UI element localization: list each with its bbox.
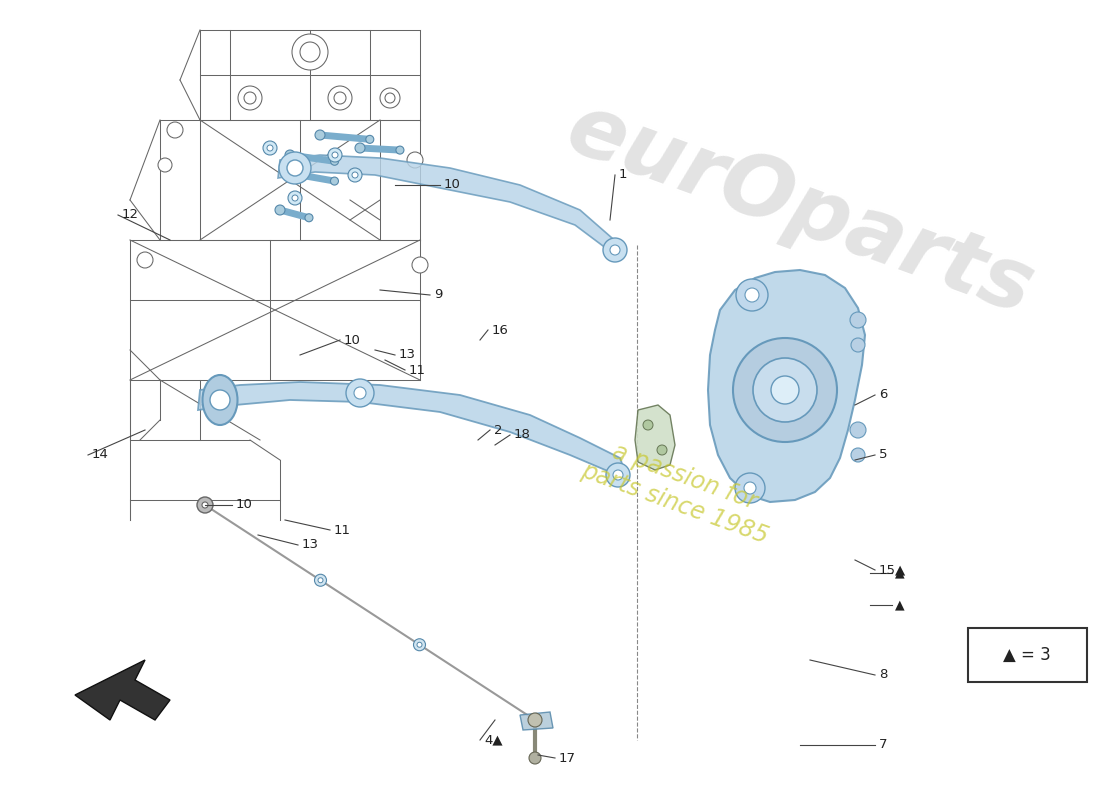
Circle shape [850, 312, 866, 328]
Circle shape [202, 502, 208, 508]
FancyBboxPatch shape [968, 628, 1087, 682]
Text: ▲: ▲ [895, 566, 904, 579]
Polygon shape [520, 712, 553, 730]
Polygon shape [708, 270, 865, 502]
Text: 11: 11 [409, 363, 426, 377]
Circle shape [315, 130, 324, 140]
Circle shape [657, 445, 667, 455]
Text: 11: 11 [334, 523, 351, 537]
Text: 10: 10 [236, 498, 253, 511]
Circle shape [328, 86, 352, 110]
Circle shape [385, 93, 395, 103]
Text: ▲ = 3: ▲ = 3 [1003, 646, 1050, 664]
Circle shape [407, 152, 424, 168]
Circle shape [197, 497, 213, 513]
Circle shape [138, 252, 153, 268]
Circle shape [745, 288, 759, 302]
Circle shape [414, 638, 426, 650]
Circle shape [267, 145, 273, 151]
Text: 1: 1 [619, 169, 627, 182]
Text: 9: 9 [434, 289, 442, 302]
Text: 14: 14 [92, 449, 109, 462]
Circle shape [736, 279, 768, 311]
Circle shape [850, 422, 866, 438]
Text: 6: 6 [879, 389, 888, 402]
Circle shape [606, 463, 630, 487]
Circle shape [735, 473, 764, 503]
Circle shape [238, 86, 262, 110]
Circle shape [331, 158, 339, 166]
Circle shape [610, 245, 620, 255]
Text: a passion for
parts since 1985: a passion for parts since 1985 [579, 432, 781, 548]
Ellipse shape [202, 375, 238, 425]
Circle shape [528, 713, 542, 727]
Circle shape [292, 34, 328, 70]
Circle shape [613, 470, 623, 480]
Circle shape [366, 135, 374, 143]
Circle shape [305, 214, 314, 222]
Text: 13: 13 [302, 538, 319, 551]
Circle shape [379, 88, 400, 108]
Circle shape [328, 148, 342, 162]
Circle shape [334, 92, 346, 104]
Circle shape [300, 42, 320, 62]
Circle shape [244, 92, 256, 104]
Polygon shape [198, 382, 625, 480]
Text: 2: 2 [494, 423, 503, 437]
Text: 4▲: 4▲ [484, 734, 503, 746]
Text: 15▲: 15▲ [879, 563, 906, 577]
Circle shape [771, 376, 799, 404]
Circle shape [355, 143, 365, 153]
Circle shape [288, 191, 302, 205]
Text: 5: 5 [879, 449, 888, 462]
Circle shape [285, 150, 295, 160]
Circle shape [318, 578, 323, 582]
Text: 10: 10 [344, 334, 361, 346]
Text: 16: 16 [492, 323, 509, 337]
Circle shape [396, 146, 404, 154]
Text: 18: 18 [514, 429, 531, 442]
Circle shape [352, 172, 358, 178]
Circle shape [292, 195, 298, 201]
Circle shape [529, 752, 541, 764]
Circle shape [210, 390, 230, 410]
Text: 12: 12 [122, 209, 139, 222]
Circle shape [275, 205, 285, 215]
Circle shape [348, 168, 362, 182]
Text: 8: 8 [879, 669, 888, 682]
Circle shape [354, 387, 366, 399]
Text: 7: 7 [879, 738, 888, 751]
Circle shape [754, 358, 817, 422]
Text: eurOparts: eurOparts [556, 87, 1045, 333]
Circle shape [851, 338, 865, 352]
Circle shape [603, 238, 627, 262]
Circle shape [158, 158, 172, 172]
Polygon shape [635, 405, 675, 470]
Text: 17: 17 [559, 751, 576, 765]
Circle shape [330, 177, 339, 185]
Text: 10: 10 [444, 178, 461, 191]
Polygon shape [75, 660, 170, 720]
Circle shape [332, 152, 338, 158]
Circle shape [263, 141, 277, 155]
Circle shape [315, 574, 327, 586]
Circle shape [295, 170, 305, 180]
Text: ▲: ▲ [895, 598, 904, 611]
Circle shape [733, 338, 837, 442]
Circle shape [417, 642, 422, 647]
Circle shape [287, 160, 303, 176]
Circle shape [744, 482, 756, 494]
Polygon shape [278, 155, 620, 255]
Circle shape [851, 448, 865, 462]
Circle shape [346, 379, 374, 407]
Circle shape [279, 152, 311, 184]
Text: 13: 13 [399, 349, 416, 362]
Circle shape [644, 420, 653, 430]
Circle shape [167, 122, 183, 138]
Circle shape [412, 257, 428, 273]
